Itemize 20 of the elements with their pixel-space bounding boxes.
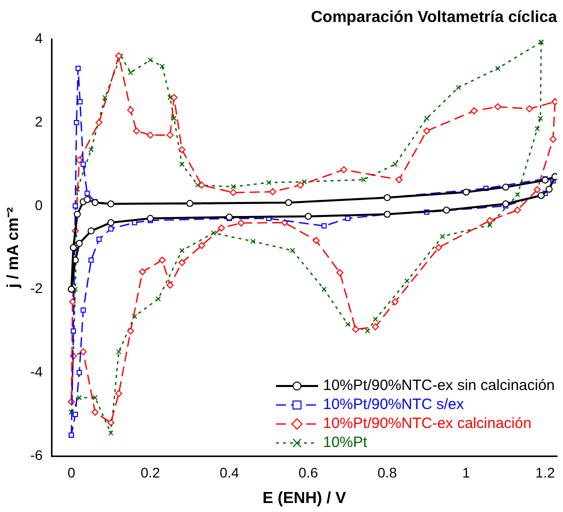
x-tick-label: 0.4 — [220, 464, 240, 480]
y-tick-label: 0 — [34, 196, 43, 213]
legend-label: 10%Pt — [323, 434, 368, 451]
legend-label: 10%Pt/90%NTC-ex calcinación — [323, 415, 532, 432]
x-tick-label: 1 — [462, 464, 470, 480]
y-tick-label: 2 — [34, 113, 43, 130]
x-tick-label: 0.8 — [378, 464, 398, 480]
chart-title: Comparación Voltametría cíclica — [310, 9, 558, 26]
x-tick-label: 1.2 — [535, 464, 556, 480]
y-tick-label: -6 — [30, 446, 43, 463]
x-tick-label: 0.2 — [140, 464, 160, 480]
y-tick-label: -4 — [30, 364, 43, 380]
legend-label: 10%Pt/90%NTC s/ex — [323, 396, 464, 413]
y-tick-label: 4 — [34, 30, 43, 46]
x-tick-label: 0 — [67, 464, 76, 480]
y-axis-title: j / mA cm⁻² — [5, 207, 22, 290]
x-axis-title: E (ENH) / V — [262, 490, 346, 507]
x-tick-label: 0.6 — [298, 464, 318, 480]
legend-label: 10%Pt/90%NTC-ex sin calcinación — [323, 377, 555, 394]
y-tick-label: -2 — [30, 280, 43, 296]
